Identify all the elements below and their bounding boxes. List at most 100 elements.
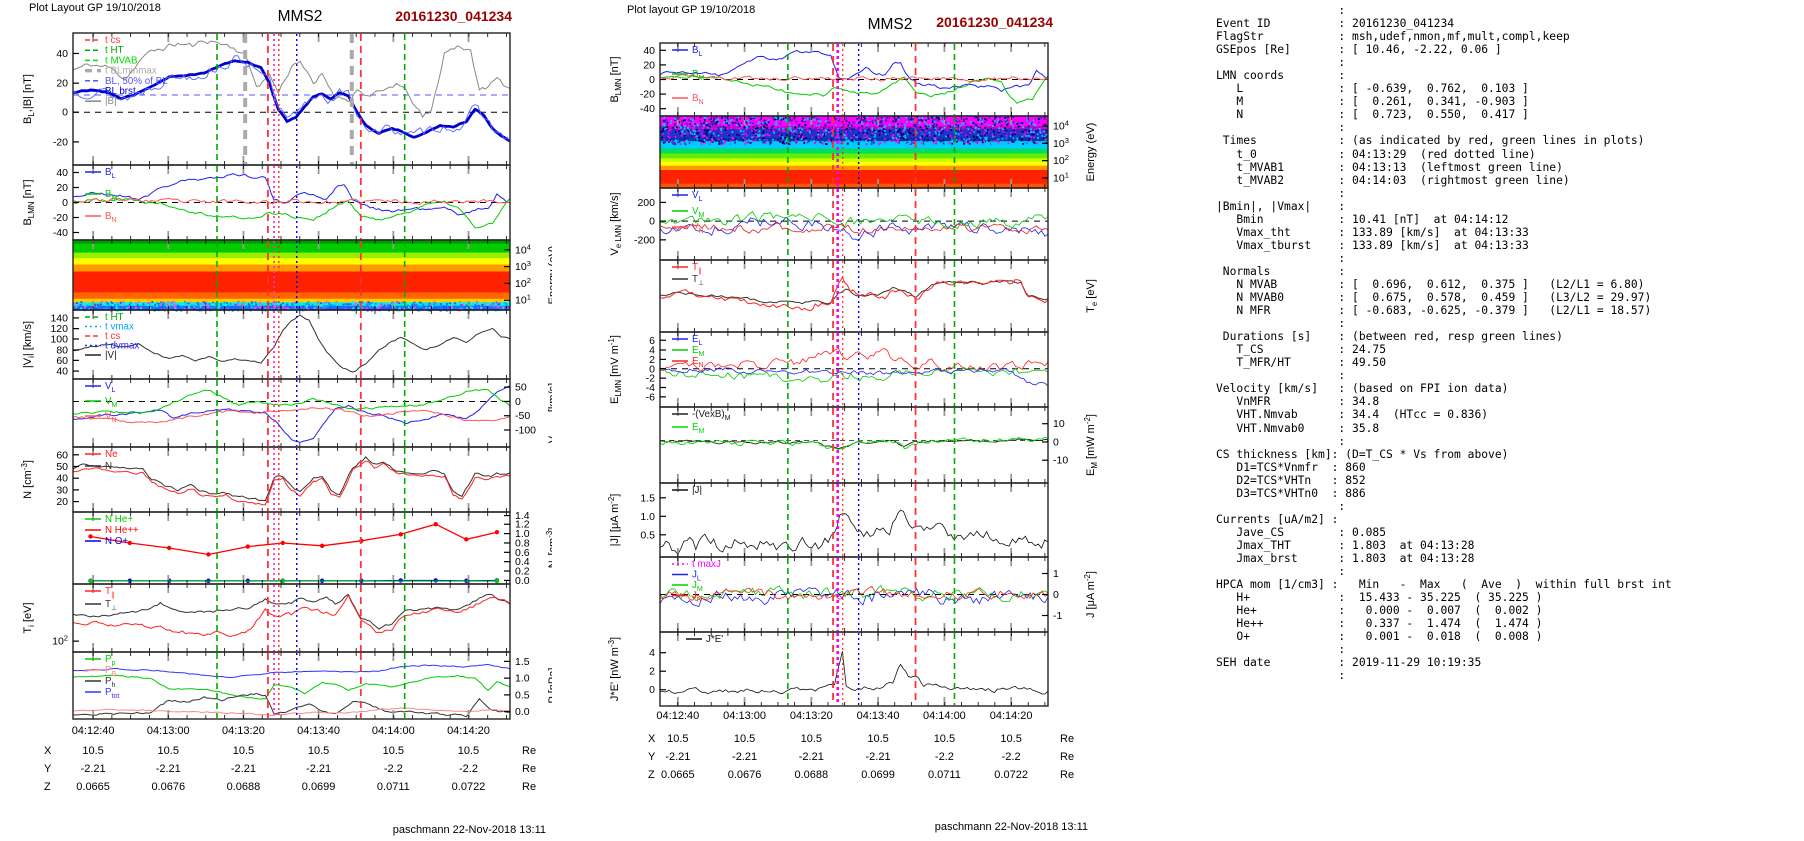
y-tick-label: 1.4: [515, 510, 530, 522]
spectrogram-speckle: [748, 126, 751, 129]
spectrogram-speckle: [902, 116, 905, 119]
spectrogram-speckle: [984, 137, 987, 139]
spectrogram-speckle: [928, 134, 931, 137]
spectrogram-speckle: [726, 122, 729, 125]
spectrogram-speckle: [991, 122, 994, 125]
spectrogram-speckle: [704, 141, 706, 144]
legend-label: T⊥: [692, 274, 704, 287]
spectrogram-speckle: [498, 305, 500, 308]
coord-row-label: X: [648, 733, 656, 745]
spectrogram-speckle: [774, 129, 777, 132]
spectrogram-speckle: [741, 128, 744, 131]
spectrogram-speckle: [712, 123, 715, 126]
spectrogram-speckle: [907, 129, 910, 132]
spectrogram-speckle: [97, 304, 100, 306]
spectrogram-speckle: [874, 122, 876, 125]
data-point: [494, 529, 500, 535]
spectrogram-speckle: [731, 122, 734, 124]
spectrogram-speckle: [723, 131, 726, 133]
spectrogram-speckle: [852, 140, 854, 143]
spectrogram-speckle: [913, 124, 915, 127]
y-tick-label: 1: [1053, 568, 1059, 580]
coord-value: 0.0688: [794, 769, 828, 781]
spectrogram-speckle: [1020, 138, 1023, 141]
spectrogram-speckle: [466, 305, 469, 308]
spectrogram-speckle: [882, 128, 885, 131]
spectrogram-speckle: [174, 307, 177, 310]
spectrogram-speckle: [780, 140, 783, 143]
spectrogram-speckle: [320, 302, 322, 304]
spectrogram-speckle: [674, 126, 677, 129]
spectrogram-speckle: [851, 139, 853, 142]
spectrogram-speckle: [942, 142, 945, 145]
spectrogram-speckle: [766, 125, 768, 128]
spectrogram-speckle: [706, 122, 709, 125]
spectrogram-speckle: [716, 120, 719, 123]
spectrogram-speckle: [884, 125, 887, 128]
spectrogram-speckle: [716, 133, 719, 136]
spectrogram-speckle: [766, 121, 768, 124]
spectrogram-speckle: [746, 126, 748, 129]
spectrogram-speckle: [911, 125, 914, 128]
spectrogram-speckle: [922, 142, 925, 145]
legend-label: PB: [105, 665, 117, 678]
spectrogram-speckle: [744, 138, 747, 141]
spectrogram-speckle: [140, 307, 142, 310]
spectrogram-speckle: [762, 134, 765, 137]
spectrogram-speckle: [874, 133, 876, 136]
spectrogram-speckle: [775, 116, 778, 118]
spectrogram-speckle: [693, 124, 695, 127]
spectrogram-speckle: [915, 127, 918, 130]
spectrogram-speckle: [865, 133, 868, 136]
spectrogram-speckle: [407, 307, 409, 310]
spectrogram-speckle: [440, 304, 443, 307]
spectrogram-speckle: [663, 138, 666, 141]
spectrogram-speckle: [972, 135, 975, 138]
time-tick-label: 04:12:40: [72, 725, 115, 737]
spectrogram-speckle: [734, 138, 737, 140]
spectrogram-speckle: [773, 126, 776, 128]
spectrogram-speckle: [454, 306, 457, 309]
legend-label: t cs: [105, 35, 120, 46]
spectrogram-speckle: [925, 129, 928, 132]
spectrogram-speckle: [715, 143, 718, 146]
spectrogram-speckle: [958, 125, 961, 128]
spectrogram-speckle: [868, 137, 870, 140]
legend-label: Ne: [105, 449, 118, 460]
spectrogram-speckle: [701, 124, 703, 127]
spectrogram-speckle: [155, 306, 158, 309]
spectrogram-speckle: [665, 119, 668, 121]
spectrogram-speckle: [803, 118, 806, 121]
spectrogram-speckle: [948, 142, 951, 144]
spectrogram-speckle: [987, 131, 990, 133]
right-axis-label: EM [mW m-2]: [1083, 414, 1099, 476]
spectrogram-speckle: [954, 135, 956, 138]
spectrogram-speckle: [895, 140, 898, 143]
spectrogram-speckle: [906, 138, 909, 141]
spectrogram-speckle: [704, 117, 707, 119]
spectrogram-speckle: [957, 129, 960, 132]
spectrogram-speckle: [899, 120, 902, 123]
spectrogram-speckle: [80, 301, 83, 303]
series-line: [72, 593, 511, 630]
spectrogram-speckle: [798, 135, 801, 137]
spectrogram-speckle: [740, 122, 743, 124]
spectrogram-speckle: [751, 136, 753, 139]
spectrogram-speckle: [1037, 121, 1040, 124]
spectrogram-speckle: [805, 140, 808, 143]
spectrogram-band: [73, 292, 510, 300]
legend-label: t BLminmax: [105, 66, 157, 77]
spectrogram-speckle: [781, 127, 784, 130]
spectrogram-speckle: [703, 139, 706, 142]
spectrogram-speckle: [832, 126, 835, 129]
spectrogram-speckle: [822, 136, 824, 139]
spectrogram-speckle: [758, 121, 761, 123]
spectrogram-speckle: [490, 306, 492, 308]
spectrogram-speckle: [173, 306, 175, 309]
spectrogram-speckle: [766, 133, 768, 136]
time-tick-label: 04:13:00: [147, 725, 190, 737]
spectrogram-speckle: [308, 303, 311, 306]
spectrogram-speckle: [393, 305, 396, 308]
spectrogram-speckle: [699, 116, 702, 119]
